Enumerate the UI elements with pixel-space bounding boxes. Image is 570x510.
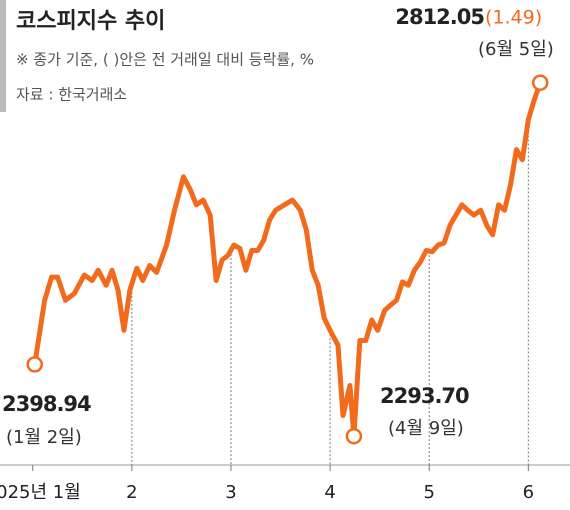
date-label: (4월 9일) [388, 418, 464, 439]
x-tick-label: 4 [324, 482, 335, 503]
x-tick-label: 6 [523, 482, 534, 503]
value-label: 2293.70 [380, 384, 469, 408]
value-label: 2398.94 [2, 392, 91, 416]
x-tick-label: 2025년 1월 [0, 482, 81, 503]
point-marker [531, 74, 549, 91]
x-tick-label: 3 [225, 482, 236, 503]
side-bar [0, 0, 6, 112]
point-marker [26, 356, 43, 373]
line [32, 81, 543, 439]
change-label: (1.49) [485, 7, 542, 29]
value-label: 2812.05 [395, 5, 484, 29]
date-label: (1월 2일) [6, 427, 82, 448]
source: 자료 : 한국거래소 [16, 86, 127, 104]
date-label: (6월 5일) [478, 39, 554, 60]
x-tick-label: 5 [423, 482, 434, 503]
note: ※ 종가 기준, ( )안은 전 거래일 대비 등락률, % [16, 51, 314, 69]
chart-title: 코스피지수 추이 [16, 9, 165, 34]
point-marker [345, 427, 363, 445]
x-tick-label: 2 [126, 482, 137, 503]
